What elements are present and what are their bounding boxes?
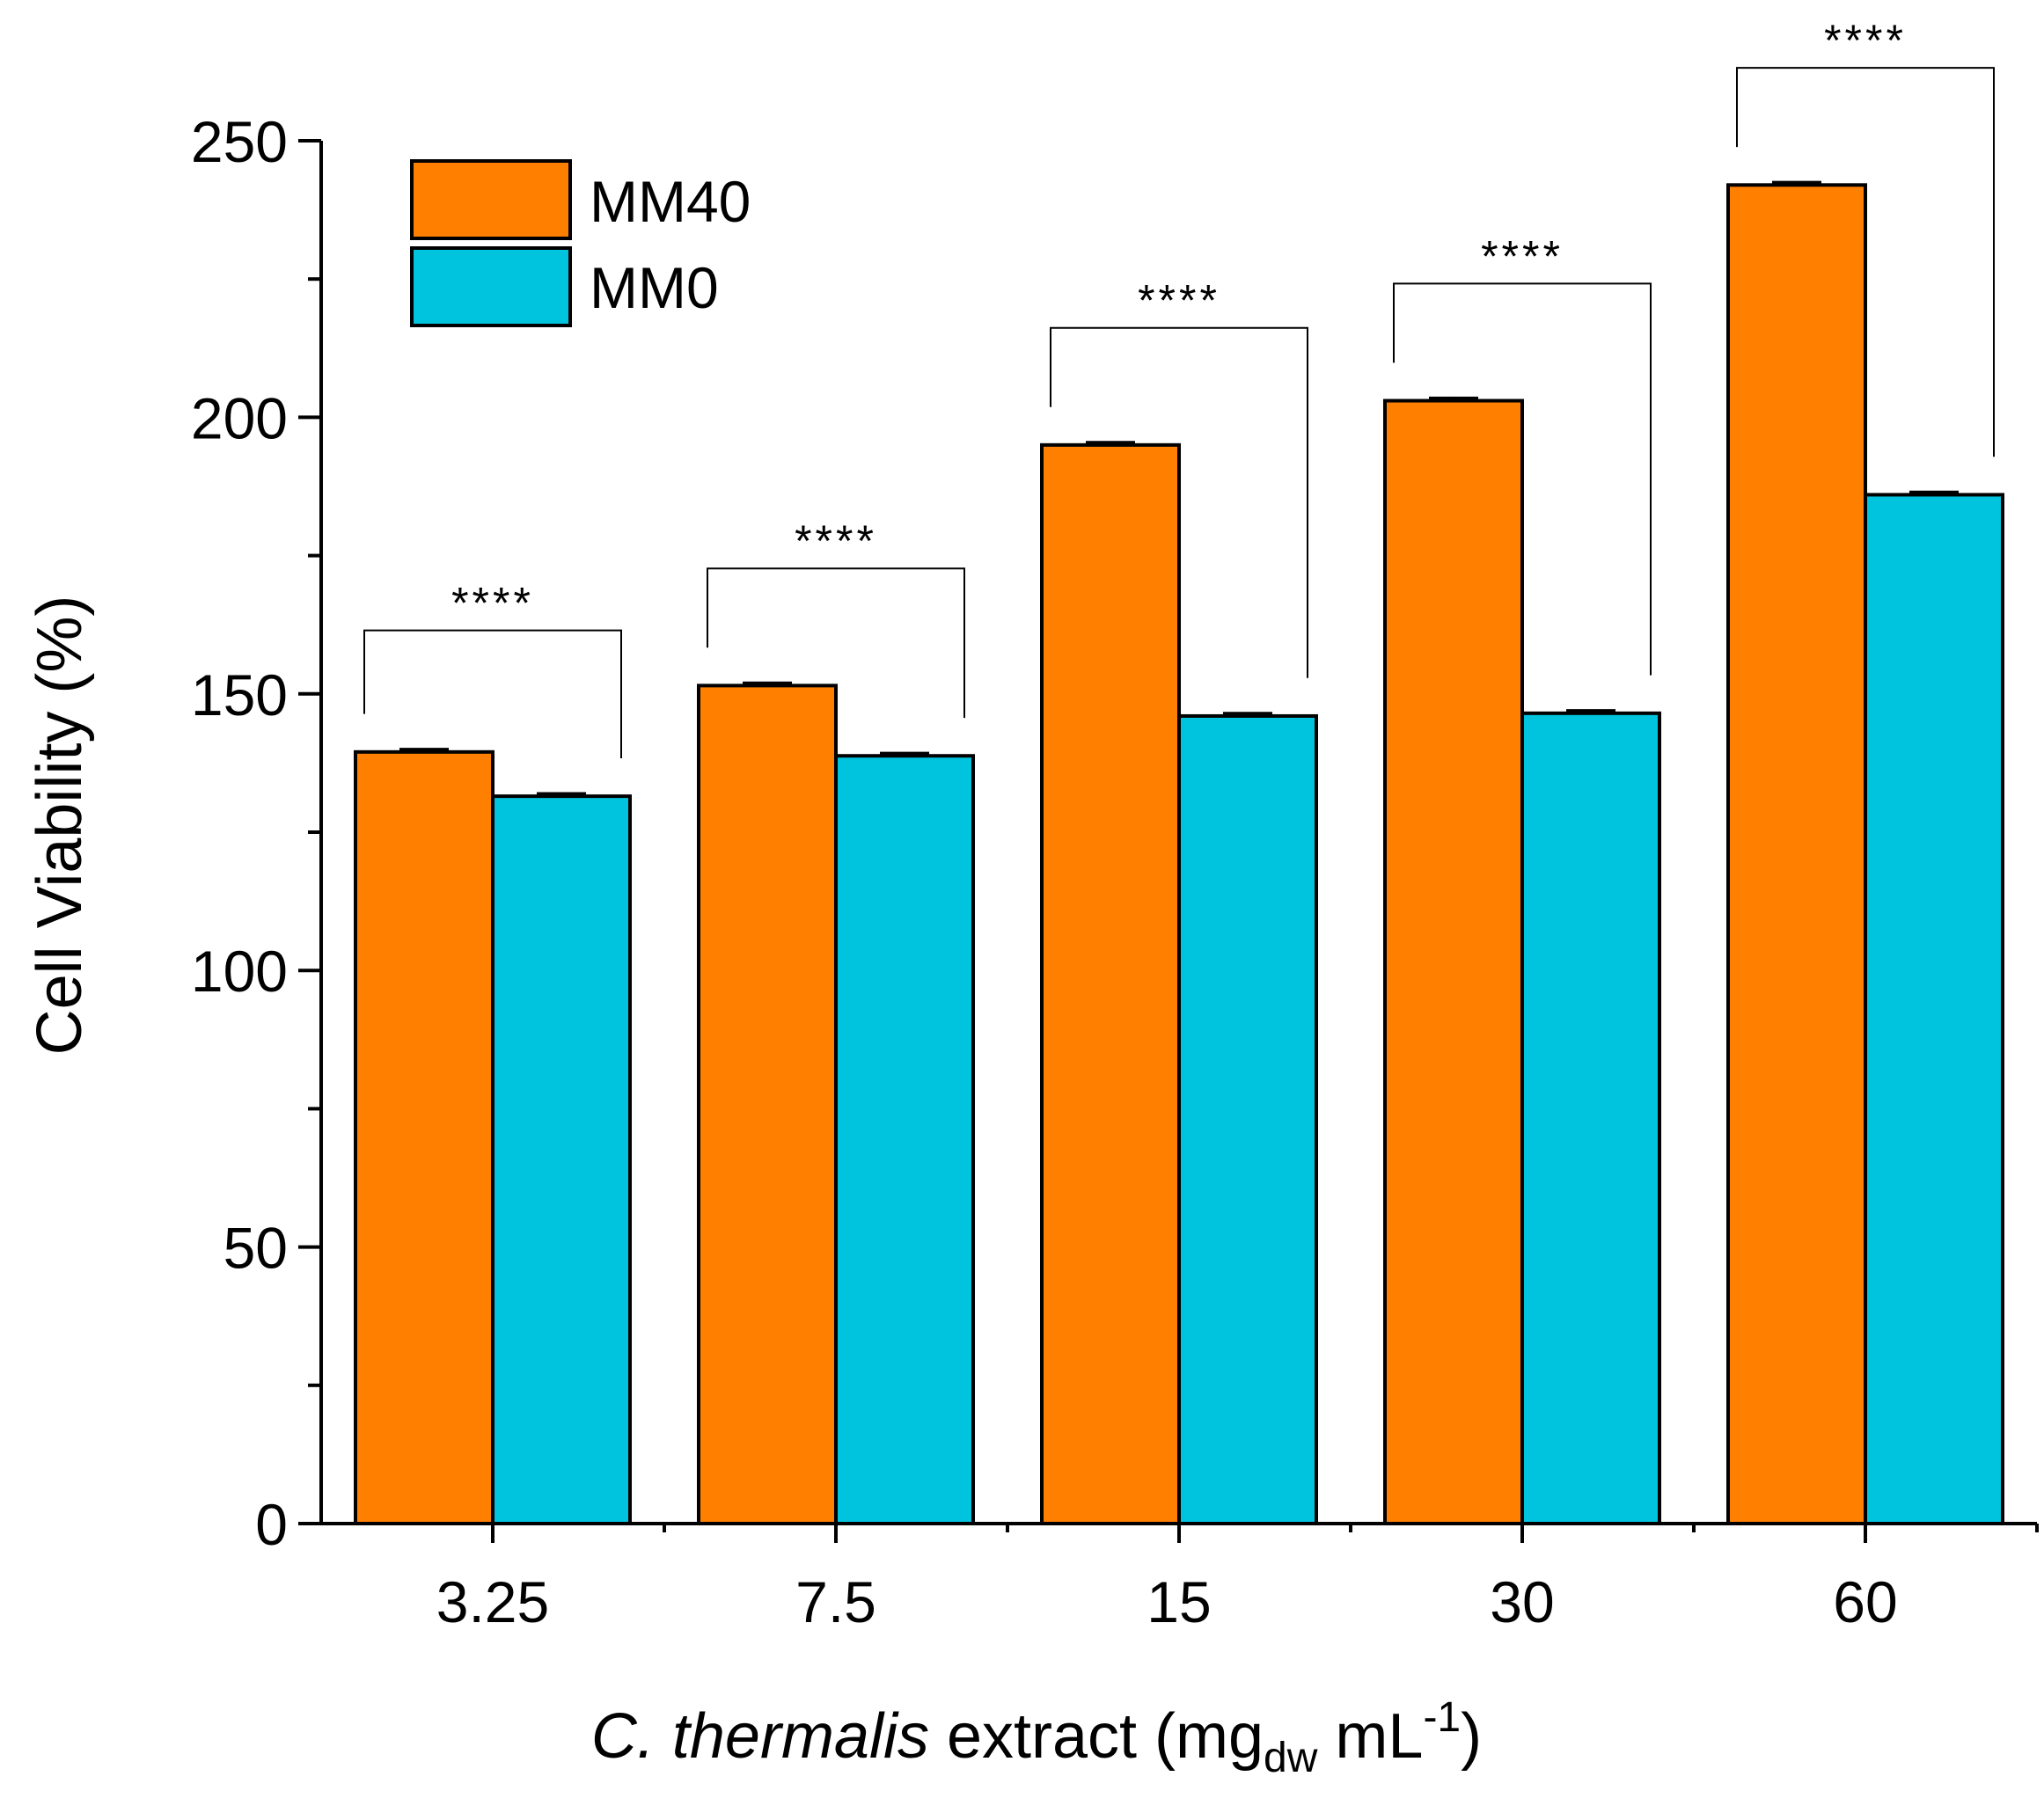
x-tick-label: 30 — [1490, 1569, 1554, 1634]
x-axis-label-superscript: -1 — [1423, 1694, 1461, 1741]
x-axis-label: C. thermalis extract (mgdw mL-1) — [591, 1694, 1482, 1781]
bar-mm0-60 — [1864, 493, 2004, 1525]
legend-swatch-mm0 — [410, 246, 572, 327]
bar-mm0-7.5 — [834, 754, 975, 1525]
significance-bracket — [1393, 282, 1652, 676]
significance-label: **** — [1481, 231, 1564, 281]
legend-label-mm0: MM0 — [590, 255, 719, 320]
y-tick-label: 100 — [191, 939, 288, 1004]
x-tick-labels: 3.25 7.5 15 30 60 — [436, 1569, 1898, 1634]
bar-mm40-3.25 — [354, 749, 495, 1525]
significance-brackets: **** **** **** **** **** — [363, 16, 1995, 758]
bar-mm40-15 — [1040, 442, 1181, 1526]
bar-mm0-30 — [1520, 711, 1661, 1525]
x-axis-label-subscript: dw — [1264, 1735, 1318, 1781]
bar-mm0-15 — [1177, 713, 1318, 1525]
legend-swatch-mm40 — [410, 159, 572, 240]
y-axis-label: Cell Viability (%) — [25, 596, 95, 1056]
x-axis-label-close: ) — [1461, 1701, 1482, 1772]
error-bars — [399, 180, 1959, 797]
x-axis-label-unit: mL — [1317, 1701, 1423, 1772]
x-axis-label-text: extract (mg — [929, 1701, 1264, 1772]
y-tick-label: 0 — [255, 1492, 288, 1557]
bar-mm0-3.25 — [491, 794, 632, 1525]
significance-bracket — [1050, 326, 1308, 678]
significance-bracket — [707, 567, 965, 719]
legend-label-mm40: MM40 — [590, 169, 751, 234]
significance-bracket — [363, 629, 622, 758]
x-axis-label-species: C. thermalis — [591, 1701, 929, 1772]
y-tick-label: 150 — [191, 662, 288, 727]
x-tick-label: 7.5 — [795, 1569, 876, 1634]
x-tick-label: 15 — [1147, 1569, 1211, 1634]
bar-mm40-7.5 — [697, 684, 838, 1525]
y-tick-label: 250 — [191, 109, 288, 174]
x-tick-label: 3.25 — [436, 1569, 549, 1634]
significance-label: **** — [1138, 276, 1220, 325]
bars — [354, 183, 2004, 1526]
y-tick-labels: 0 50 100 150 200 250 — [191, 109, 288, 1557]
significance-label: **** — [451, 579, 534, 628]
bar-mm40-60 — [1726, 183, 1867, 1526]
significance-label: **** — [795, 516, 877, 566]
significance-bracket — [1736, 67, 1995, 457]
legend: MM40 MM0 — [410, 159, 751, 327]
y-tick-label: 200 — [191, 385, 288, 450]
bar-mm40-30 — [1383, 398, 1524, 1525]
x-tick-label: 60 — [1833, 1569, 1897, 1634]
significance-label: **** — [1824, 16, 1907, 65]
y-tick-label: 50 — [223, 1216, 288, 1281]
